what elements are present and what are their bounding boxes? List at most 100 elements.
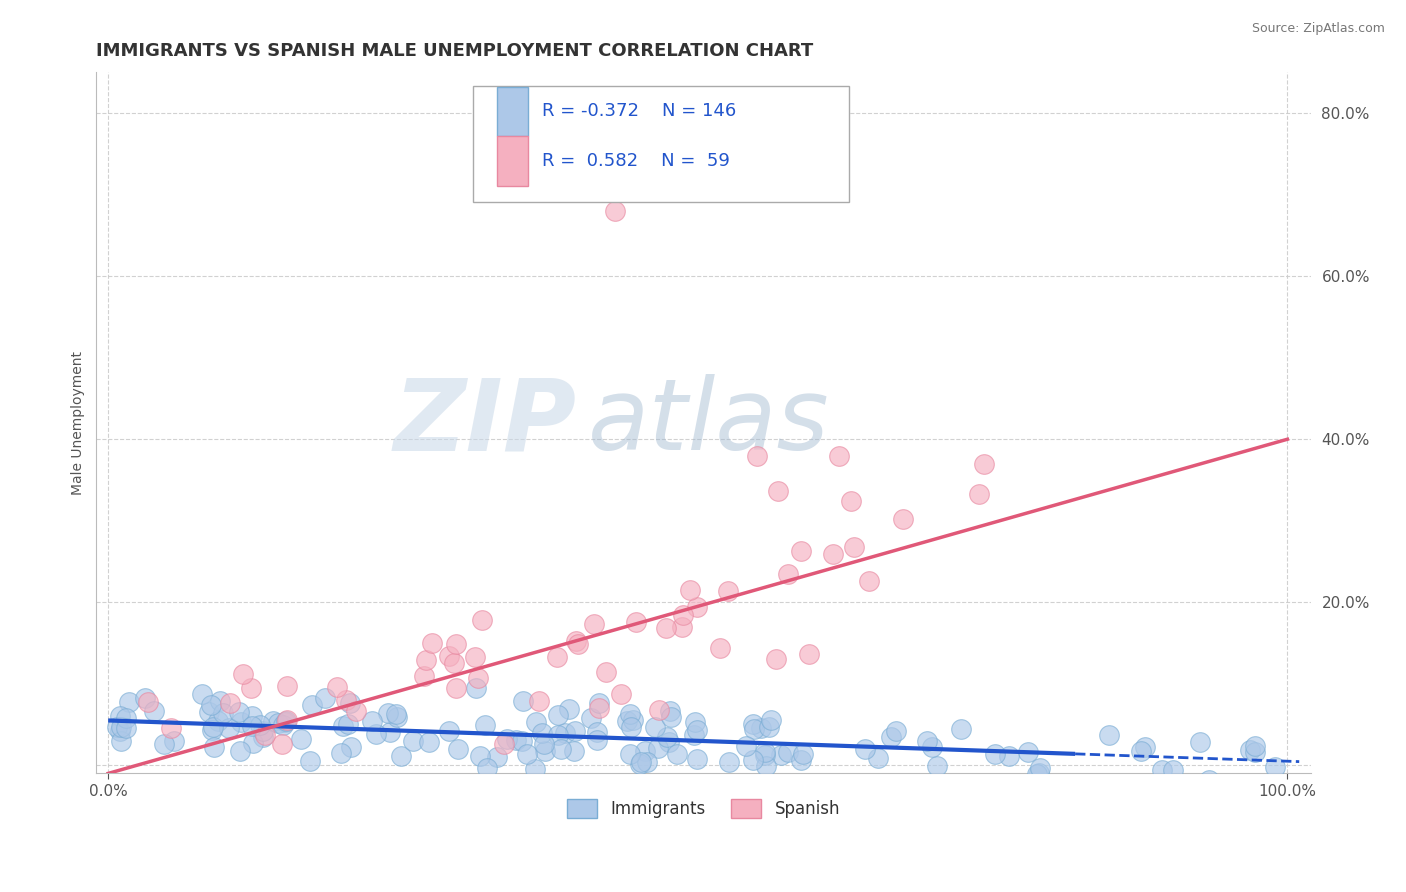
Point — [415, 653, 437, 667]
Point — [891, 512, 914, 526]
Point — [1239, 743, 1261, 757]
Point — [505, 733, 527, 747]
Point — [1111, 779, 1133, 793]
Point — [624, 615, 647, 629]
Point — [110, 734, 132, 748]
Point — [661, 710, 683, 724]
Point — [759, 713, 782, 727]
Point — [201, 723, 224, 737]
Point — [778, 745, 800, 759]
Point — [799, 647, 821, 661]
Point — [858, 574, 880, 588]
Point — [754, 747, 776, 762]
Point — [718, 755, 741, 769]
Point — [218, 721, 240, 735]
Point — [1017, 745, 1039, 759]
Point — [671, 620, 693, 634]
Point — [439, 648, 461, 663]
Point — [616, 714, 638, 728]
Point — [228, 705, 250, 719]
Point — [634, 743, 657, 757]
Point — [239, 681, 262, 696]
Point — [271, 737, 294, 751]
Point — [202, 739, 225, 754]
Point — [276, 713, 298, 727]
Point — [868, 751, 890, 765]
Point — [547, 708, 569, 723]
Point — [998, 748, 1021, 763]
Point — [769, 779, 792, 793]
Point — [163, 734, 186, 748]
Point — [1152, 763, 1174, 777]
Point — [209, 693, 232, 707]
Point — [314, 691, 336, 706]
Point — [262, 714, 284, 728]
Point — [252, 730, 274, 744]
Point — [385, 707, 408, 722]
Point — [253, 728, 276, 742]
Point — [267, 716, 290, 731]
Point — [853, 741, 876, 756]
Point — [749, 722, 772, 736]
Point — [766, 483, 789, 498]
Point — [229, 744, 252, 758]
Point — [134, 691, 156, 706]
Point — [1223, 779, 1246, 793]
Point — [565, 634, 588, 648]
Legend: Immigrants, Spanish: Immigrants, Spanish — [561, 792, 846, 825]
Point — [557, 702, 579, 716]
Point — [619, 706, 641, 721]
Point — [754, 745, 776, 759]
Point — [512, 694, 534, 708]
Point — [115, 721, 138, 735]
Point — [138, 695, 160, 709]
Point — [402, 733, 425, 747]
Point — [229, 715, 252, 730]
Point — [142, 704, 165, 718]
Text: ZIP: ZIP — [394, 375, 576, 472]
Point — [118, 695, 141, 709]
Point — [173, 782, 195, 797]
Point — [274, 714, 297, 729]
Point — [201, 720, 224, 734]
Point — [496, 731, 519, 746]
Point — [474, 718, 496, 732]
Point — [554, 726, 576, 740]
Point — [686, 599, 709, 614]
Point — [422, 636, 444, 650]
Point — [447, 741, 470, 756]
Point — [464, 649, 486, 664]
Point — [211, 706, 233, 721]
Point — [588, 701, 610, 715]
Point — [207, 714, 229, 728]
Point — [524, 715, 547, 730]
Point — [339, 696, 361, 710]
Point — [389, 748, 412, 763]
Point — [240, 719, 263, 733]
Point — [378, 725, 401, 739]
Point — [1163, 763, 1185, 777]
Point — [340, 739, 363, 754]
Point — [658, 735, 681, 749]
Point — [477, 761, 499, 775]
Point — [742, 716, 765, 731]
Point — [630, 755, 652, 769]
Point — [516, 747, 538, 761]
Point — [581, 711, 603, 725]
Point — [1029, 760, 1052, 774]
Point — [357, 778, 380, 792]
Point — [332, 719, 354, 733]
Point — [742, 722, 765, 736]
Point — [444, 637, 467, 651]
Point — [468, 749, 491, 764]
Point — [524, 762, 547, 776]
Text: R =  0.582    N =  59: R = 0.582 N = 59 — [543, 152, 730, 170]
Point — [276, 679, 298, 693]
Point — [249, 718, 271, 732]
Point — [1244, 745, 1267, 759]
Point — [683, 714, 706, 729]
Point — [337, 717, 360, 731]
Point — [605, 204, 627, 219]
Point — [534, 743, 557, 757]
Point — [492, 737, 515, 751]
